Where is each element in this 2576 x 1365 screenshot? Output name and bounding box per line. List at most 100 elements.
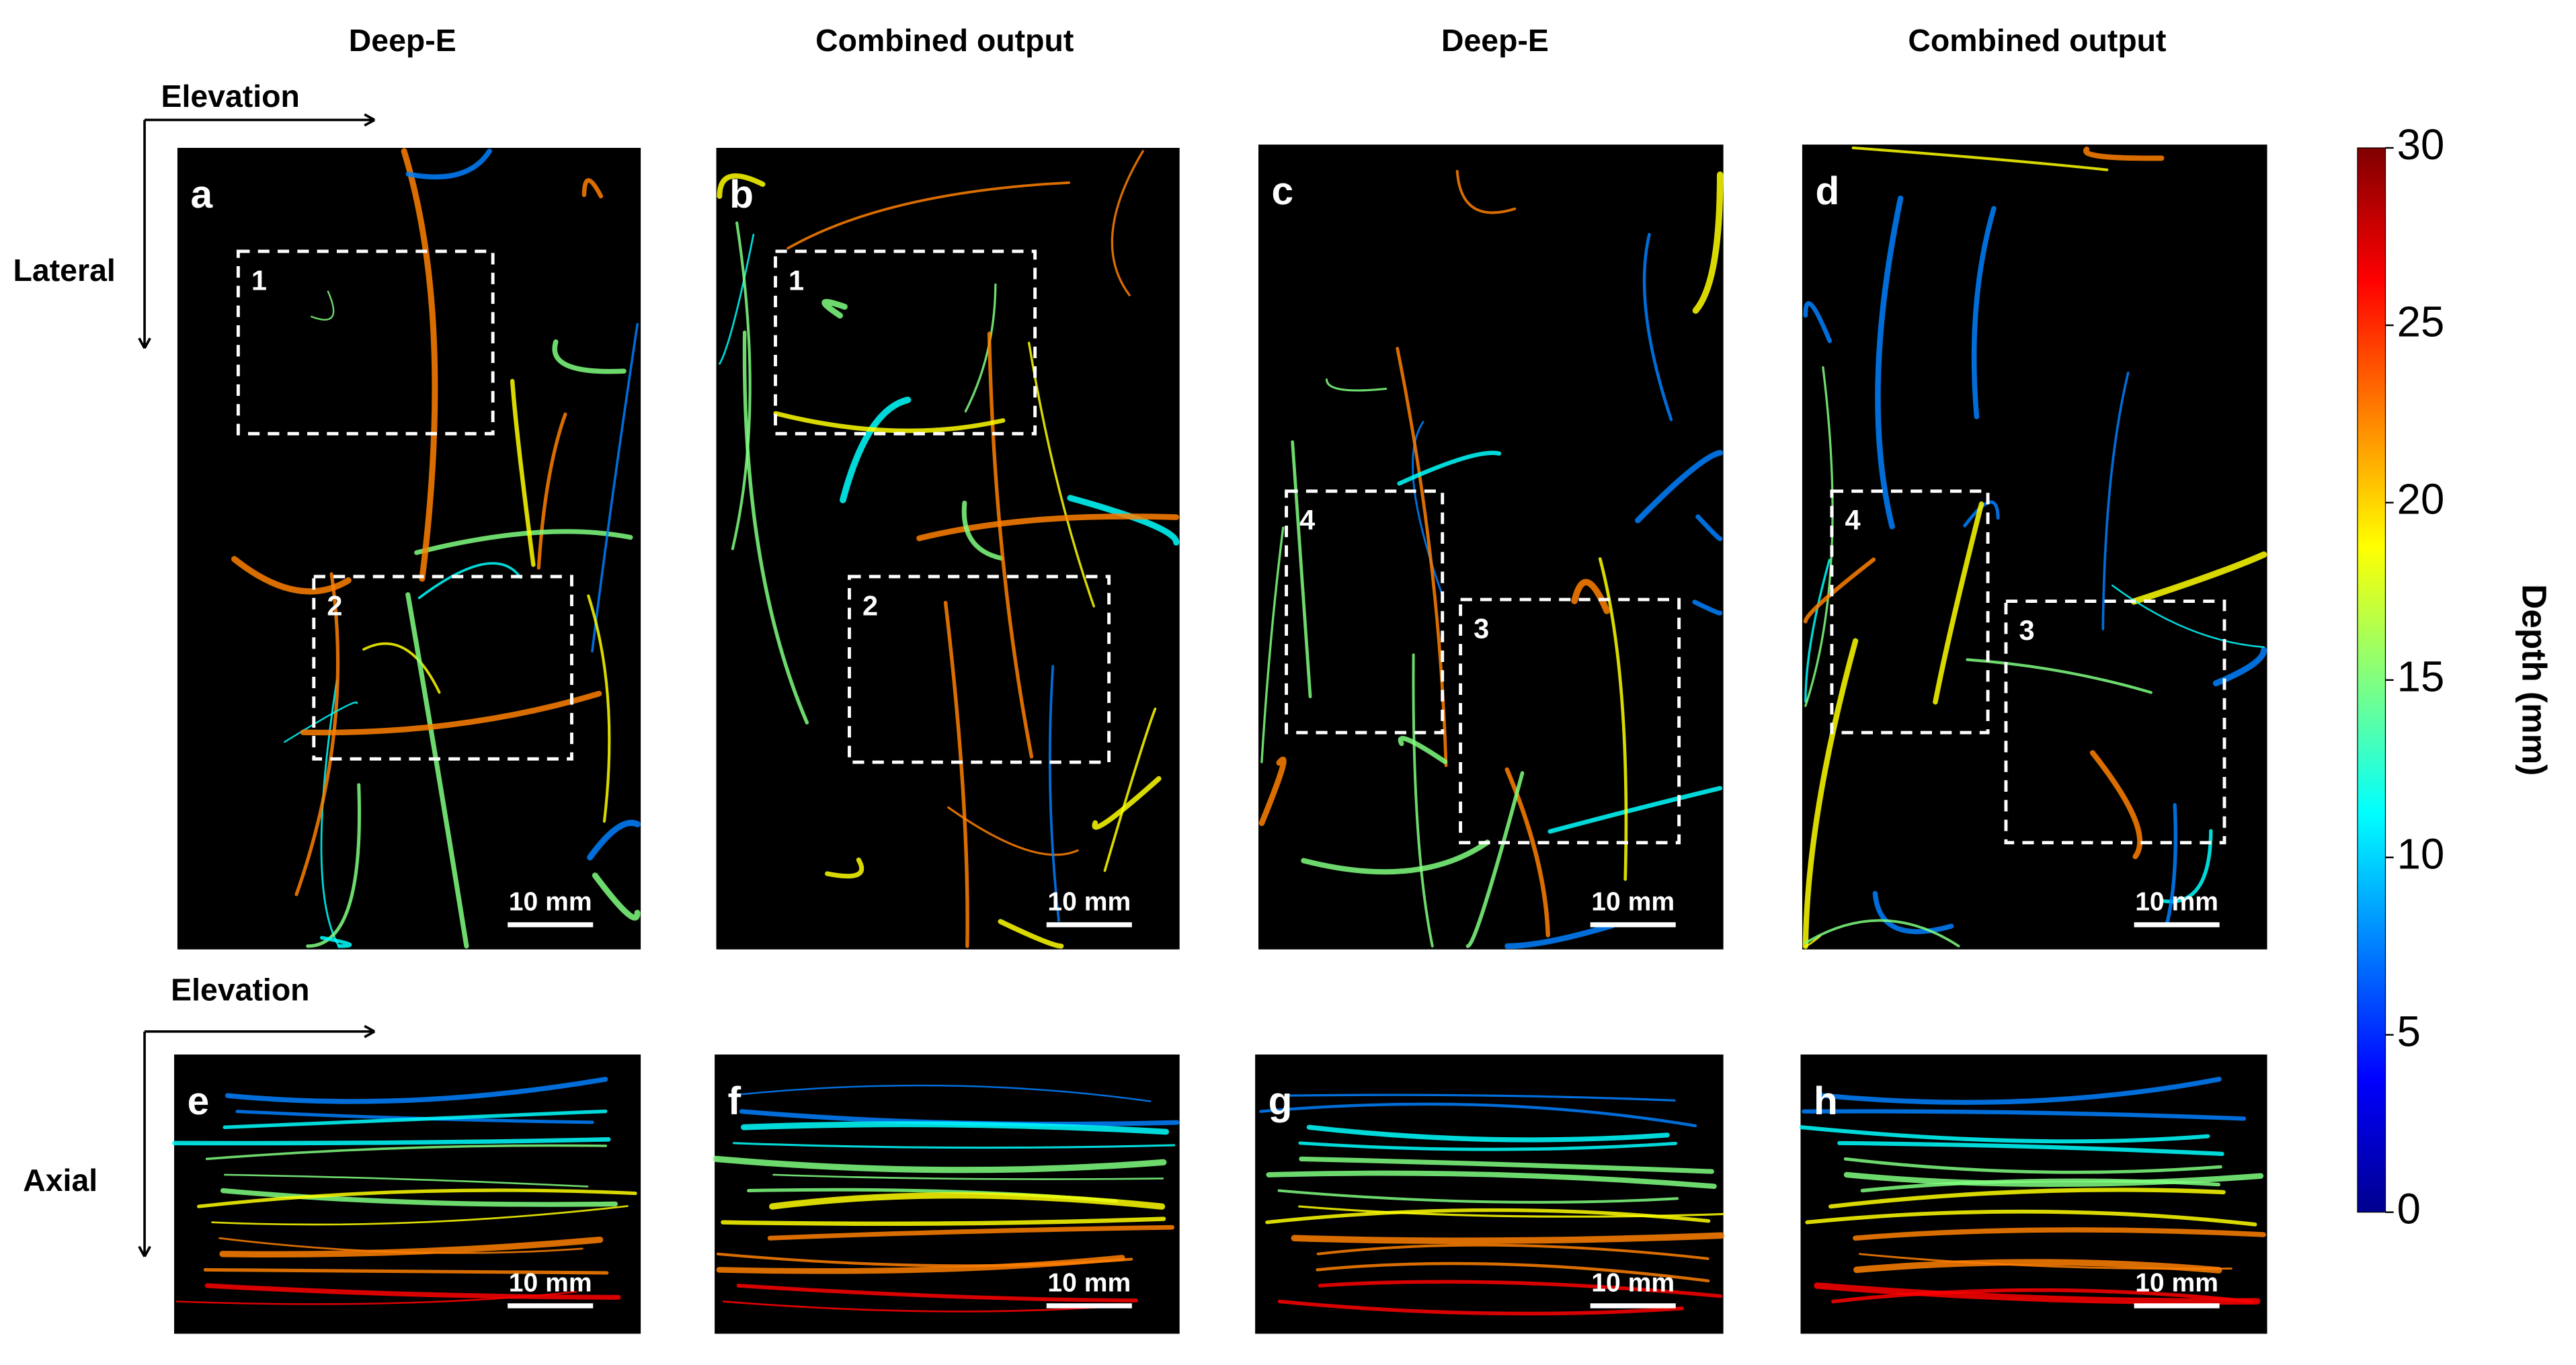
image-panel: c 10 mm 4 3	[1258, 144, 1724, 950]
vessel	[713, 1155, 1167, 1173]
vessel	[961, 500, 1004, 561]
vessel	[987, 331, 1034, 759]
vessel	[769, 1192, 1166, 1210]
roi-box	[1459, 597, 1681, 845]
vessel	[1804, 559, 1831, 703]
vessel	[1277, 1189, 1679, 1204]
vessel	[964, 283, 997, 413]
vessel	[916, 513, 1180, 542]
roi-number: 3	[2019, 614, 2035, 646]
vessel	[1872, 891, 1954, 934]
vessel	[1971, 206, 1997, 419]
arrow-head	[364, 113, 376, 127]
scale-bar-label: 10 mm	[1591, 888, 1675, 917]
vessel	[1966, 658, 2152, 694]
roi-number: 2	[862, 589, 878, 621]
vessel	[581, 178, 604, 199]
vessel	[510, 378, 536, 567]
panel-image	[1258, 144, 1724, 950]
vessel	[2101, 371, 2130, 630]
image-panel: e 10 mm	[171, 1054, 641, 1334]
vessel	[175, 1290, 577, 1305]
vessel	[1291, 1232, 1725, 1245]
vessel	[1260, 526, 1285, 763]
arrow-head	[138, 337, 151, 349]
roi-box	[2004, 599, 2226, 845]
panel-letter: c	[1272, 169, 1294, 213]
roi-number: 2	[327, 589, 342, 621]
vessel	[362, 642, 441, 694]
vessel	[219, 1236, 604, 1258]
vessel	[731, 221, 752, 550]
vessel	[727, 1084, 1152, 1102]
vessel	[1635, 450, 1724, 524]
vessel	[203, 1268, 609, 1275]
vessel	[1048, 665, 1060, 922]
vessel	[722, 1300, 1125, 1313]
panel-image	[716, 148, 1180, 950]
vessel	[417, 562, 522, 599]
vessel	[1299, 1156, 1714, 1174]
arrow-head	[138, 1245, 151, 1257]
vessel	[2111, 584, 2265, 649]
vessel	[1465, 771, 1525, 948]
roi-box	[1830, 489, 1990, 735]
vessel	[719, 233, 755, 365]
vessel	[1316, 1261, 1710, 1283]
vessel	[947, 806, 1079, 856]
roi-number: 4	[1845, 504, 1860, 536]
axis-label: Elevation	[161, 79, 300, 114]
vessel	[1860, 1178, 2221, 1193]
vessel	[1265, 1208, 1711, 1225]
vessel	[742, 330, 809, 725]
vessel	[1692, 599, 1723, 616]
vessel	[1287, 1093, 1676, 1102]
vessel	[1259, 1102, 1697, 1128]
vessel	[211, 1205, 629, 1226]
vessel	[225, 1077, 608, 1104]
vessel	[401, 148, 438, 582]
vessel	[1277, 1299, 1684, 1316]
vessel	[1298, 1141, 1678, 1151]
vessel	[716, 1255, 1125, 1274]
vessel	[1820, 1077, 2222, 1105]
vessel	[1803, 301, 1833, 343]
vessel	[2130, 551, 2267, 605]
roi-box	[312, 575, 573, 761]
vessel	[1397, 450, 1502, 486]
image-panel: f 10 mm	[713, 1054, 1180, 1334]
vessel	[2089, 750, 2143, 860]
roi-box	[848, 575, 1111, 764]
scale-bar-label: 10 mm	[509, 1269, 592, 1298]
vessel	[943, 601, 969, 948]
vessel	[1291, 440, 1312, 698]
vessel	[1805, 1209, 2257, 1227]
vessel	[1828, 1188, 2226, 1209]
vessel	[1398, 736, 1448, 764]
column-title: Deep-E	[349, 23, 456, 58]
vessel	[1837, 1141, 2224, 1157]
vessel	[1851, 146, 2109, 171]
vessel	[1504, 922, 1615, 949]
vessel	[1875, 195, 1904, 530]
vessel	[591, 323, 639, 653]
roi-number: 4	[1299, 504, 1315, 536]
vessel	[1547, 786, 1723, 834]
vessel	[1642, 233, 1673, 421]
vessel	[1412, 653, 1434, 948]
panel-image	[177, 148, 641, 950]
image-panel: g 10 mm	[1255, 1054, 1725, 1334]
colorbar-tick-label: 0	[2397, 1185, 2421, 1233]
vessel	[204, 1283, 621, 1300]
vessel	[1803, 557, 1876, 624]
scale-bar-label: 10 mm	[2135, 888, 2218, 917]
vessel	[197, 1188, 637, 1208]
vessel	[717, 173, 766, 199]
vessel	[587, 819, 641, 861]
vessel	[998, 919, 1064, 949]
scale-bar-label: 10 mm	[2135, 1269, 2218, 1298]
vessel	[1843, 1171, 2264, 1187]
vessel	[405, 149, 492, 180]
vessel	[1692, 171, 1724, 314]
